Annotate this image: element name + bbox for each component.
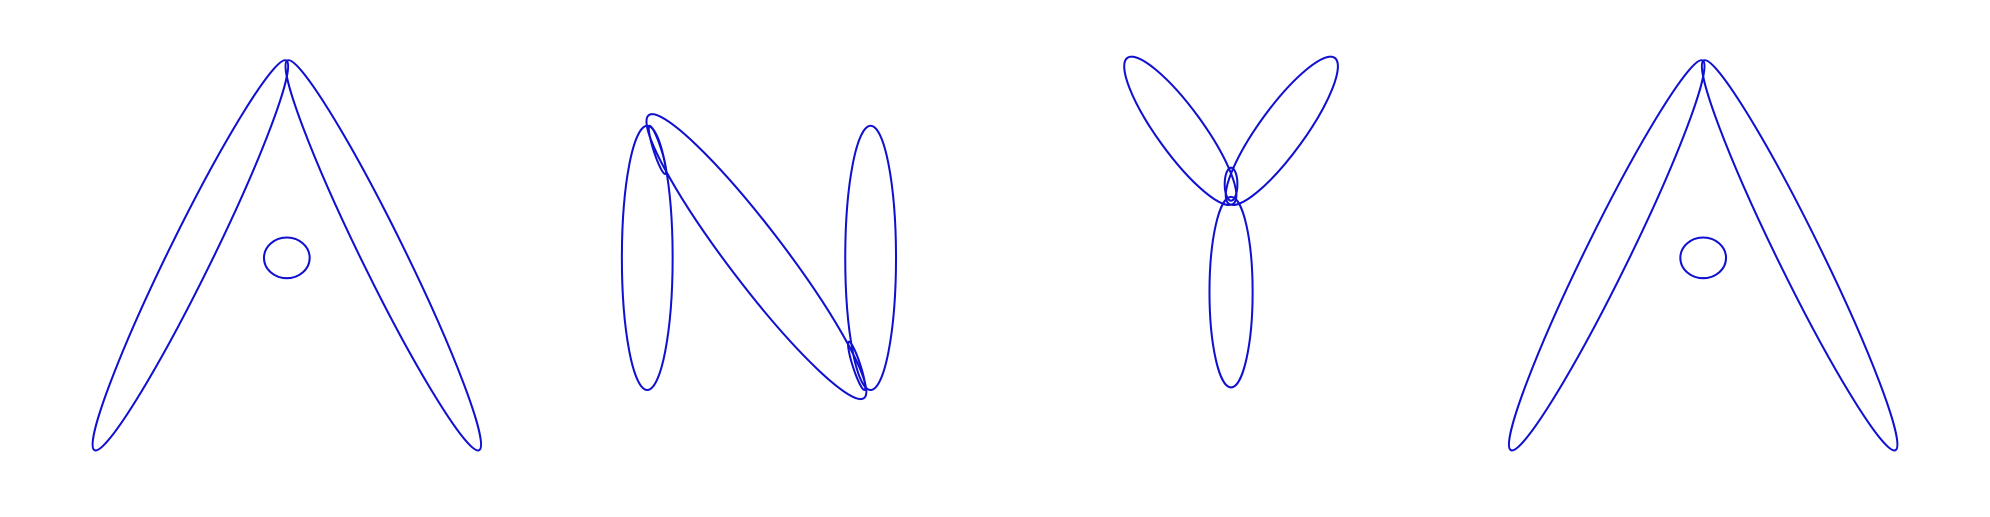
loop: [1679, 236, 1728, 280]
loop: [91, 59, 290, 452]
loop: [1507, 59, 1706, 452]
letter-n: [620, 113, 898, 401]
loop: [262, 236, 311, 280]
letter-a-second: [1507, 59, 1899, 452]
loop: [284, 59, 483, 452]
loop: [1700, 59, 1899, 452]
loop: [647, 124, 668, 176]
loop: [847, 340, 867, 392]
letter-a-first: [91, 59, 483, 452]
loop: [1123, 55, 1238, 207]
loop: [1208, 195, 1254, 389]
loop: [844, 124, 898, 391]
letter-y: [1123, 55, 1339, 389]
loop: [1223, 166, 1239, 202]
loop: [1224, 55, 1339, 207]
loop: [645, 113, 868, 401]
